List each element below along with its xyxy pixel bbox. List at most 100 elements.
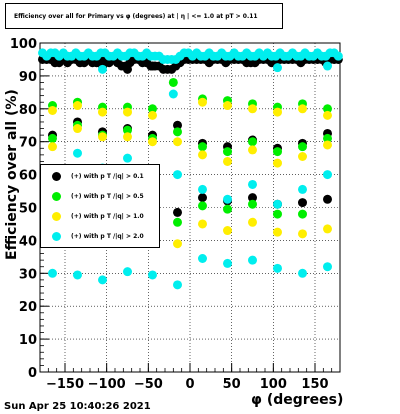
y-tick-label: 30 — [19, 267, 37, 282]
data-point — [48, 105, 57, 115]
data-point — [48, 133, 57, 143]
data-point — [148, 137, 157, 147]
data-point — [198, 142, 207, 152]
data-point — [273, 227, 282, 237]
data-point — [248, 255, 257, 265]
data-point — [173, 120, 182, 130]
data-point — [98, 107, 107, 117]
legend-label: (+) with p T /|q| > 2.0 — [71, 232, 144, 240]
data-point — [298, 268, 307, 278]
data-point — [123, 107, 132, 117]
data-point — [223, 156, 232, 166]
data-point — [223, 194, 232, 204]
data-point — [148, 61, 157, 71]
x-tick-label: 100 — [260, 377, 287, 392]
data-point — [273, 63, 282, 73]
y-tick-label: 100 — [10, 37, 37, 52]
y-tick-label: 90 — [19, 70, 37, 85]
data-point — [298, 152, 307, 162]
data-point — [123, 132, 132, 142]
legend-entry: (+) with p T /|q| > 0.5 — [41, 186, 159, 206]
x-tick-label: 150 — [301, 377, 328, 392]
y-tick-label: 40 — [19, 234, 37, 249]
data-point — [323, 104, 332, 114]
x-tick-label: 50 — [223, 377, 241, 392]
data-point — [323, 61, 332, 71]
data-point — [223, 101, 232, 111]
data-point — [123, 125, 132, 135]
data-point — [248, 145, 257, 155]
data-point — [73, 124, 82, 134]
y-tick-label: 0 — [28, 366, 37, 381]
y-tick-label: 70 — [19, 136, 37, 151]
data-point — [98, 132, 107, 142]
grid-lines — [40, 43, 340, 372]
y-axis-label: Efficiency over all (%) — [4, 89, 20, 260]
y-tick-label: 10 — [19, 333, 37, 348]
data-point — [73, 148, 82, 158]
data-point — [298, 209, 307, 219]
legend-label: (+) with p T /|q| > 0.1 — [71, 172, 144, 180]
chart-title-text: Efficiency over all for Primary vs φ (de… — [14, 12, 258, 20]
x-tick-label: 0 — [185, 377, 194, 392]
legend-marker-icon — [52, 191, 61, 201]
data-point — [298, 104, 307, 114]
data-point — [248, 179, 257, 189]
data-point — [198, 193, 207, 203]
data-point — [198, 150, 207, 160]
legend-label: (+) with p T /|q| > 1.0 — [71, 212, 144, 220]
data-point — [123, 153, 132, 163]
axes: −150 −100 −50 0 50 100 150 0 10 20 30 40 50 60 70 80 90 1… — [10, 37, 341, 392]
y-tick-label: 20 — [19, 300, 37, 315]
x-tick-label: −100 — [88, 377, 126, 392]
data-point — [73, 270, 82, 280]
data-point — [323, 194, 332, 204]
x-tick-label: −150 — [46, 377, 84, 392]
data-point — [148, 110, 157, 120]
data-point — [273, 209, 282, 219]
data-point — [198, 201, 207, 211]
x-axis-label: φ (degrees) — [251, 392, 344, 408]
legend-marker-icon — [52, 211, 61, 221]
legend-entry: (+) with p T /|q| > 2.0 — [41, 226, 159, 246]
data-point — [323, 140, 332, 150]
data-point — [198, 253, 207, 263]
y-tick-label: 60 — [19, 169, 37, 184]
data-point — [298, 198, 307, 208]
data-point — [48, 268, 57, 278]
data-point — [273, 147, 282, 157]
data-point — [98, 64, 107, 74]
data-point — [198, 97, 207, 107]
data-point — [298, 229, 307, 239]
data-point — [273, 158, 282, 168]
data-point — [173, 170, 182, 180]
data-point — [198, 184, 207, 194]
data-point — [273, 199, 282, 209]
legend-entry: (+) with p T /|q| > 0.1 — [41, 166, 159, 186]
data-point — [173, 239, 182, 249]
data-point — [248, 104, 257, 114]
y-tick-label: 50 — [19, 202, 37, 217]
data-point — [148, 104, 157, 114]
data-point — [273, 263, 282, 273]
legend-marker-icon — [52, 231, 61, 241]
legend: (+) with p T /|q| > 0.1 (+) with p T /|q… — [40, 164, 160, 248]
data-point — [148, 270, 157, 280]
data-point — [298, 142, 307, 152]
data-point — [223, 147, 232, 157]
data-point — [198, 219, 207, 229]
data-point — [98, 275, 107, 285]
data-point — [323, 262, 332, 272]
data-point — [323, 224, 332, 234]
data-point — [168, 77, 178, 87]
data-point — [173, 217, 182, 227]
data-point — [223, 226, 232, 236]
data-point — [298, 184, 307, 194]
legend-label: (+) with p T /|q| > 0.5 — [71, 192, 144, 200]
datestamp: Sun Apr 25 10:40:26 2021 — [4, 401, 151, 412]
data-point — [323, 133, 332, 143]
data-point — [248, 217, 257, 227]
data-marks — [38, 48, 343, 290]
data-point — [223, 204, 232, 214]
